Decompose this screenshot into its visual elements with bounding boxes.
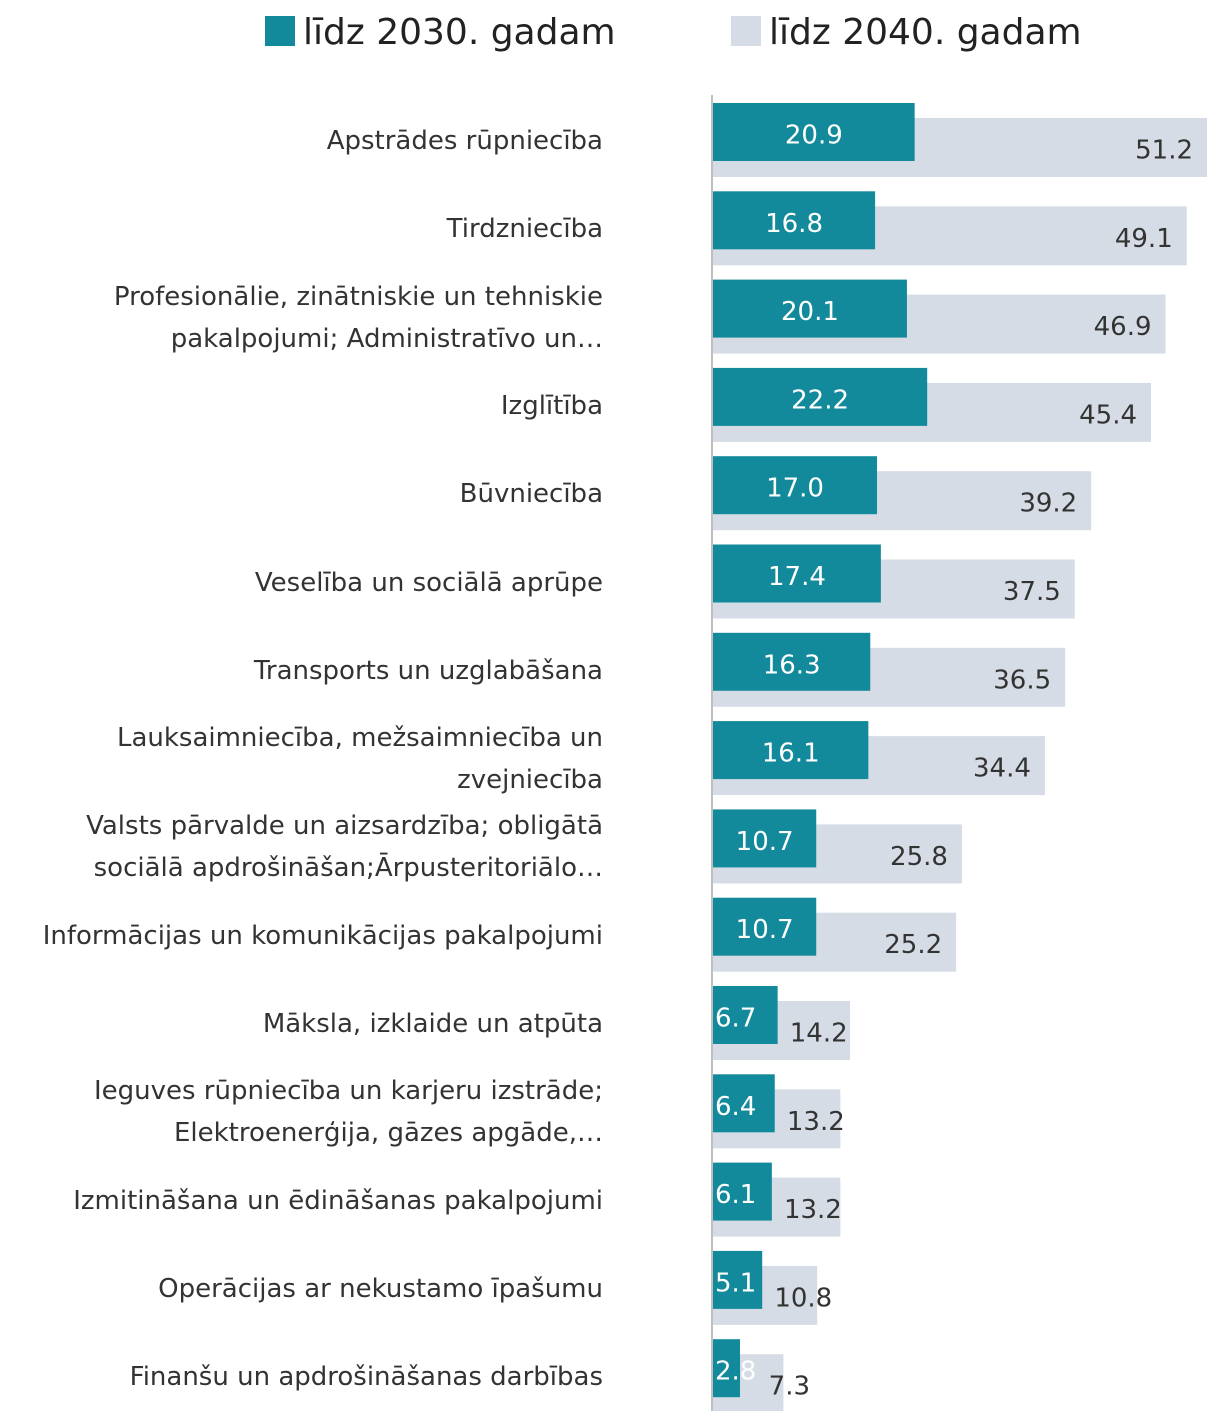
- legend-label: līdz 2030. gadam: [303, 12, 616, 53]
- bar: [713, 1250, 763, 1309]
- value-label: 20.9: [785, 121, 843, 151]
- category-label: Izglītība: [500, 390, 603, 421]
- bar: [713, 1339, 741, 1398]
- bar: [713, 897, 817, 956]
- value-label: 10.7: [736, 915, 794, 945]
- bar: [713, 367, 928, 426]
- bar: [713, 632, 871, 691]
- category-label: Lauksaimniecība, mežsaimniecība un zvejn…: [116, 723, 603, 796]
- bar: [713, 809, 817, 868]
- bar: [713, 544, 881, 603]
- value-label: 14.2: [790, 1019, 848, 1049]
- category-label: Būvniecība: [459, 479, 603, 510]
- value-label: 17.4: [768, 562, 826, 592]
- value-label: 37.5: [1003, 577, 1061, 607]
- bar: [713, 191, 876, 250]
- value-label: 45.4: [1079, 400, 1137, 430]
- value-label: 51.2: [1135, 136, 1193, 166]
- category-label: Valsts pārvalde un aizsardzība; obligātā…: [86, 811, 603, 884]
- category-label: Māksla, izklaide un atpūta: [262, 1009, 603, 1039]
- value-label: 22.2: [791, 385, 849, 415]
- bar: [713, 456, 878, 515]
- legend-entry: līdz 2040. gadam: [731, 12, 1082, 54]
- value-label: 17.0: [766, 474, 824, 504]
- value-label: 6.4: [715, 1092, 756, 1122]
- bar: [713, 1162, 772, 1221]
- category-label: Ieguves rūpniecība un karjeru izstrāde; …: [93, 1076, 603, 1149]
- value-label: 49.1: [1115, 224, 1173, 254]
- value-label: 5.1: [715, 1268, 756, 1298]
- legend-swatch: [265, 16, 295, 46]
- bar: [713, 1074, 775, 1133]
- category-label: Apstrādes rūpniecība: [326, 126, 603, 156]
- value-label: 13.2: [784, 1195, 842, 1225]
- value-label: 25.2: [884, 930, 942, 960]
- value-label: 16.1: [762, 739, 820, 769]
- legend-swatch: [731, 16, 761, 46]
- category-label: Informācijas un komunikācijas pakalpojum…: [42, 920, 603, 951]
- category-label: Tirdzniecība: [446, 214, 603, 245]
- category-label: Veselība un sociālā aprūpe: [254, 567, 603, 598]
- value-label: 6.7: [715, 1004, 756, 1034]
- bar: [713, 279, 907, 338]
- category-label: Profesionālie, zinātniskie un tehniskie …: [113, 281, 603, 354]
- value-label: 39.2: [1019, 489, 1077, 519]
- value-label: 10.8: [774, 1283, 832, 1313]
- value-label: 6.1: [715, 1180, 756, 1210]
- category-label: Transports un uzglabāšana: [253, 655, 603, 686]
- value-label: 10.7: [736, 827, 794, 857]
- category-label: Finanšu un apdrošināšanas darbības: [129, 1362, 603, 1393]
- legend-entry: līdz 2030. gadam: [265, 12, 616, 54]
- bar: [713, 721, 869, 780]
- value-label: 7.3: [769, 1372, 810, 1402]
- value-label: 20.1: [781, 297, 839, 327]
- value-label: 16.8: [765, 209, 823, 239]
- bar: [713, 103, 915, 161]
- value-label: 34.4: [973, 754, 1031, 784]
- legend-label: līdz 2040. gadam: [769, 12, 1082, 53]
- bar: [713, 986, 778, 1044]
- category-label: Operācijas ar nekustamo īpašumu: [158, 1273, 603, 1304]
- value-label: 25.8: [890, 842, 948, 872]
- value-label: 13.2: [787, 1107, 845, 1137]
- value-label: 46.9: [1094, 312, 1152, 342]
- value-label: 2.8: [715, 1357, 756, 1387]
- category-label: Izmitināšana un ēdināšanas pakalpojumi: [73, 1185, 603, 1216]
- value-label: 16.3: [763, 650, 821, 680]
- value-label: 36.5: [993, 665, 1051, 695]
